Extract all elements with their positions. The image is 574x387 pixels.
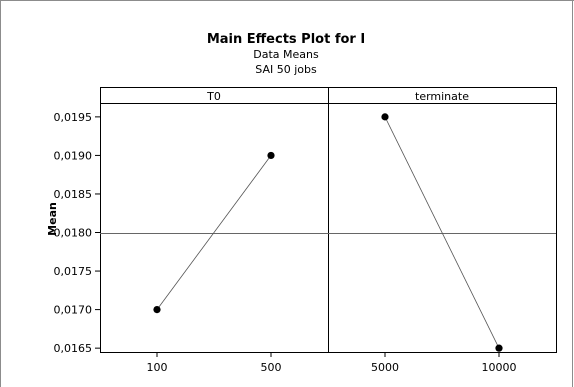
y-tick-label: 0,0195	[54, 111, 93, 124]
y-axis-label: Mean	[46, 202, 59, 236]
chart-subtitle-1: Data Means	[253, 48, 319, 61]
x-tick-label: 5000	[371, 361, 399, 374]
x-tick-label: 100	[147, 361, 168, 374]
data-point	[381, 113, 389, 121]
chart-subtitle-2: SAI 50 jobs	[255, 63, 317, 76]
x-tick-label: 500	[261, 361, 282, 374]
plot-layer: 0,0165 0,0170 0,0175 0,0180 0,0185 0,0190 0,01…	[54, 87, 557, 374]
panel-strip-label: terminate	[415, 90, 469, 103]
series-line	[384, 116, 500, 349]
y-tick-label: 0,0185	[54, 188, 93, 201]
series-line	[156, 155, 272, 310]
y-tick-label: 0,0165	[54, 342, 93, 355]
y-tick-label: 0,0190	[54, 149, 93, 162]
y-tick-label: 0,0180	[54, 227, 93, 240]
data-point	[153, 306, 161, 314]
y-tick-label: 0,0175	[54, 265, 93, 278]
panel-strip-label: T0	[206, 90, 221, 103]
y-tick-label: 0,0170	[54, 304, 93, 317]
chart-title: Main Effects Plot for I	[207, 32, 365, 47]
x-tick-label: 10000	[482, 361, 517, 374]
data-point	[267, 151, 275, 160]
data-point	[495, 344, 503, 352]
